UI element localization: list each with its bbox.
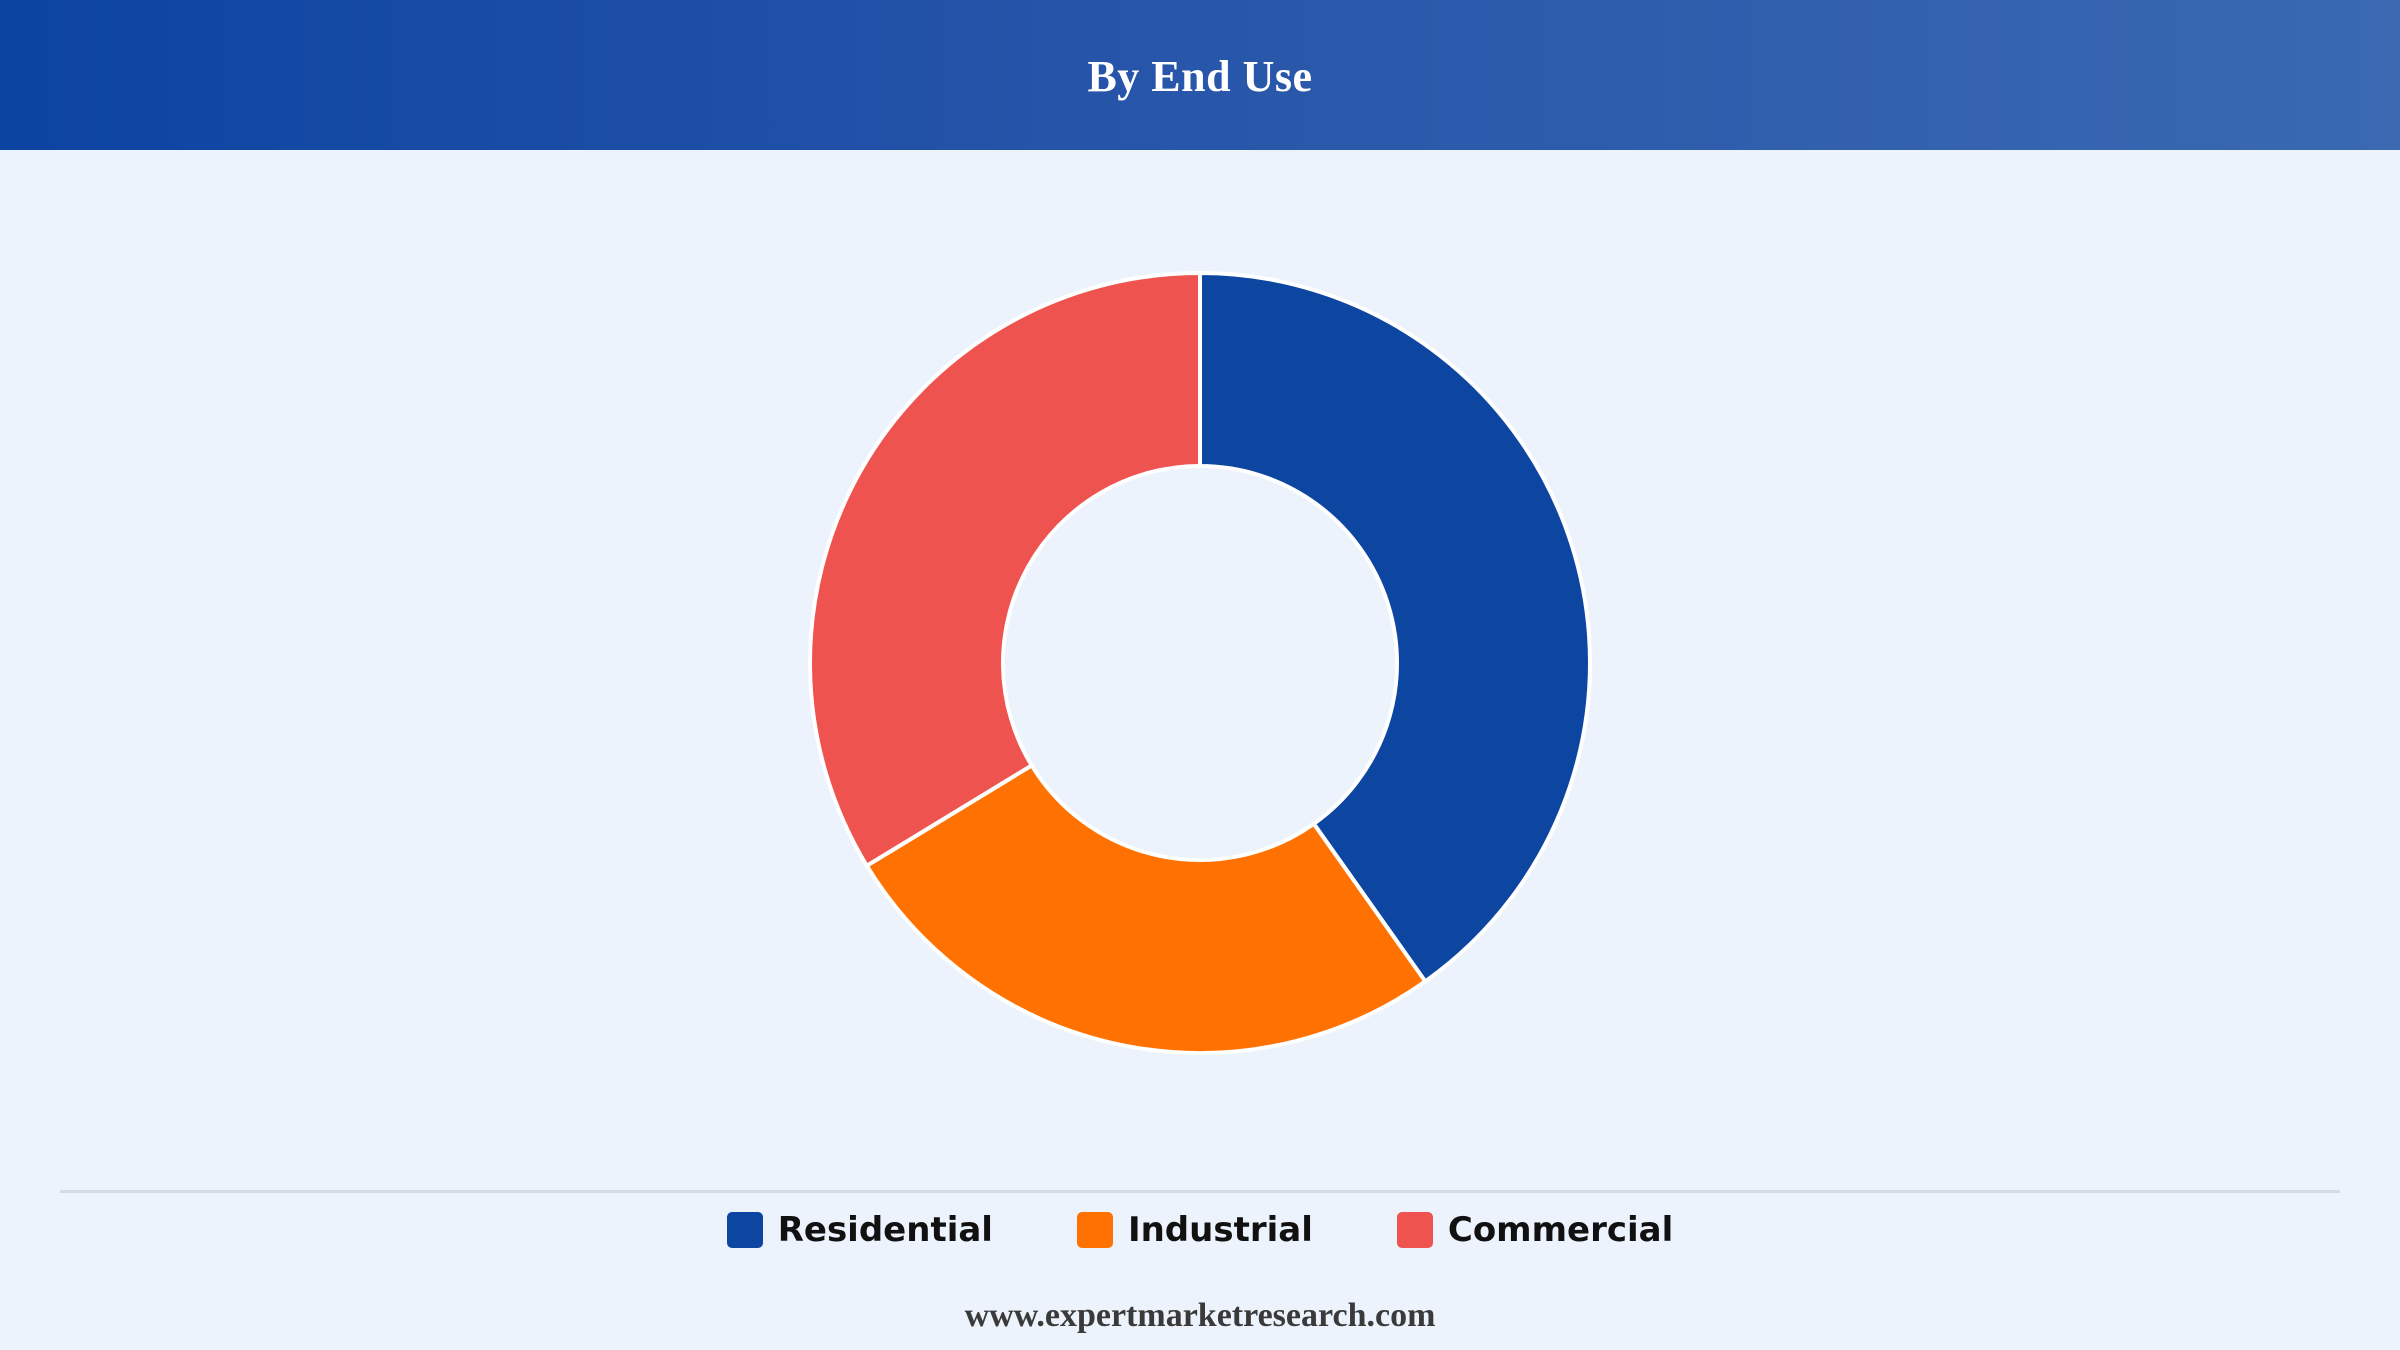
donut-slice-residential[interactable] xyxy=(1198,271,1592,984)
legend-label-commercial: Commercial xyxy=(1447,1210,1674,1250)
legend-label-residential: Residential xyxy=(777,1210,993,1250)
chart-area xyxy=(0,150,2400,1190)
legend-divider xyxy=(60,1190,2340,1193)
chart-title: By End Use xyxy=(1087,51,1313,101)
legend-swatch-industrial xyxy=(1076,1212,1113,1248)
chart-legend: Residential Industrial Commercial xyxy=(0,1203,2400,1257)
legend-item-commercial[interactable]: Commercial xyxy=(1396,1210,1674,1250)
legend-swatch-residential xyxy=(726,1212,763,1248)
footer-website[interactable]: www.expertmarketresearch.com xyxy=(964,1297,1436,1334)
legend-item-industrial[interactable]: Industrial xyxy=(1076,1210,1313,1250)
donut-chart xyxy=(808,271,1592,1055)
legend-label-industrial: Industrial xyxy=(1127,1210,1313,1250)
donut-slice-commercial[interactable] xyxy=(808,271,1202,868)
header-banner: By End Use xyxy=(0,0,2400,150)
legend-swatch-commercial xyxy=(1396,1212,1433,1248)
donut-slice-industrial[interactable] xyxy=(864,763,1428,1055)
legend-item-residential[interactable]: Residential xyxy=(726,1210,993,1250)
